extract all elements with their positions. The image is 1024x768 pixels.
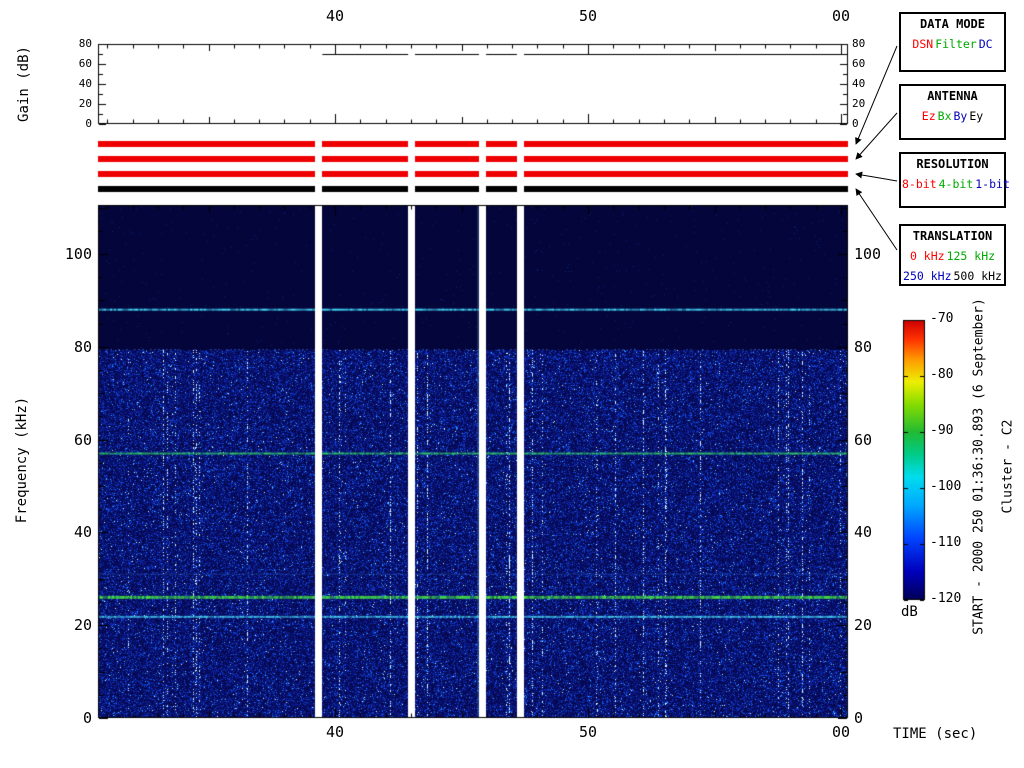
- colorbar-tick-label: -70: [930, 311, 954, 326]
- gain-tick-label-right: 0: [852, 117, 859, 130]
- time-tick-label-top: 50: [578, 7, 598, 25]
- freq-tick-label-right: 80: [854, 337, 873, 356]
- colorbar-tick-label: -100: [930, 479, 962, 494]
- legend-box-data-mode: DATA MODE DSN Filter DC: [899, 12, 1006, 72]
- legend-row-antenna: Ez Bx By Ey: [901, 103, 1004, 123]
- gain-tick-label-right: 20: [852, 97, 866, 110]
- gain-tick-label-right: 40: [852, 77, 866, 90]
- colorbar-tick-label: -110: [930, 535, 962, 550]
- time-tick-label-top: 00: [831, 7, 851, 25]
- legend-item-filter: Filter: [935, 37, 977, 51]
- gain-tick-label-left: 60: [78, 57, 92, 70]
- legend-row-translation: 0 kHz 125 kHz: [901, 243, 1004, 263]
- legend-item-bx: Bx: [937, 109, 952, 123]
- legend-title-antenna: ANTENNA: [927, 89, 978, 103]
- gain-tick-label-right: 60: [852, 57, 866, 70]
- legend-item-8-bit: 8-bit: [902, 177, 937, 191]
- colorbar-unit-label: dB: [901, 604, 918, 620]
- legend-item-dsn: DSN: [912, 37, 934, 51]
- time-tick-label-bottom: 40: [325, 723, 345, 741]
- colorbar-tick-label: -120: [930, 591, 962, 606]
- gain-axis-title: Gain (dB): [16, 46, 32, 122]
- freq-tick-label-left: 20: [73, 616, 92, 635]
- colorbar-tick-label: -80: [930, 367, 954, 382]
- legend-item-4-bit: 4-bit: [938, 177, 974, 191]
- legend-box-translation: TRANSLATION 0 kHz 125 kHz 250 kHz 500 kHz: [899, 224, 1006, 286]
- spacecraft-annotation: Cluster - C2: [1000, 419, 1016, 514]
- time-tick-label-top: 40: [325, 7, 345, 25]
- freq-tick-label-left: 40: [73, 523, 92, 542]
- freq-tick-label-right: 60: [854, 430, 873, 449]
- freq-tick-label-right: 20: [854, 616, 873, 635]
- gain-tick-label-left: 80: [78, 37, 92, 50]
- legend-title-data-mode: DATA MODE: [919, 17, 986, 31]
- legend-item-ey: Ey: [969, 109, 984, 123]
- legend-title-translation: TRANSLATION: [912, 229, 993, 243]
- legend-item-1-bit: 1-bit: [975, 177, 1010, 191]
- gain-tick-label-left: 0: [85, 117, 92, 130]
- colorbar-tick-label: -90: [930, 423, 954, 438]
- legend-item-500-khz: 500 kHz: [953, 269, 1002, 283]
- time-tick-label-bottom: 00: [831, 723, 851, 741]
- legend-item-0-khz: 0 kHz: [909, 249, 945, 263]
- legend-item-dc: DC: [978, 37, 993, 51]
- freq-tick-label-left: 80: [73, 337, 92, 356]
- time-axis-title: TIME (sec): [893, 726, 978, 742]
- freq-axis-title: Frequency (kHz): [14, 396, 30, 524]
- gain-tick-label-right: 80: [852, 37, 866, 50]
- legend-item-250-khz: 250 kHz: [903, 269, 952, 283]
- legend-row-translation: 250 kHz 500 kHz: [901, 263, 1004, 283]
- legend-box-antenna: ANTENNA Ez Bx By Ey: [899, 84, 1006, 140]
- legend-box-resolution: RESOLUTION 8-bit 4-bit 1-bit: [899, 152, 1010, 208]
- freq-tick-label-left: 0: [82, 709, 92, 727]
- legend-row-resolution: 8-bit 4-bit 1-bit: [901, 171, 1010, 191]
- legend-row-data-mode: DSN Filter DC: [901, 31, 1004, 51]
- gain-tick-label-left: 40: [78, 77, 92, 90]
- freq-tick-label-left: 60: [73, 430, 92, 449]
- freq-tick-label-left: 100: [64, 245, 92, 263]
- freq-tick-label-right: 40: [854, 523, 873, 542]
- legend-column: DATA MODE DSN Filter DC ANTENNA Ez Bx By Ey RESOL…: [899, 0, 1010, 300]
- legend-item-ez: Ez: [921, 109, 936, 123]
- time-tick-label-bottom: 50: [578, 723, 598, 741]
- gain-tick-label-left: 20: [78, 97, 92, 110]
- legend-item-by: By: [953, 109, 968, 123]
- freq-tick-label-right: 100: [854, 245, 882, 263]
- legend-title-resolution: RESOLUTION: [916, 157, 989, 171]
- legend-item-125-khz: 125 kHz: [946, 249, 996, 263]
- start-time-annotation: START - 2000 250 01:36:30.893 (6 Septemb…: [971, 298, 987, 635]
- freq-tick-label-right: 0: [854, 709, 864, 727]
